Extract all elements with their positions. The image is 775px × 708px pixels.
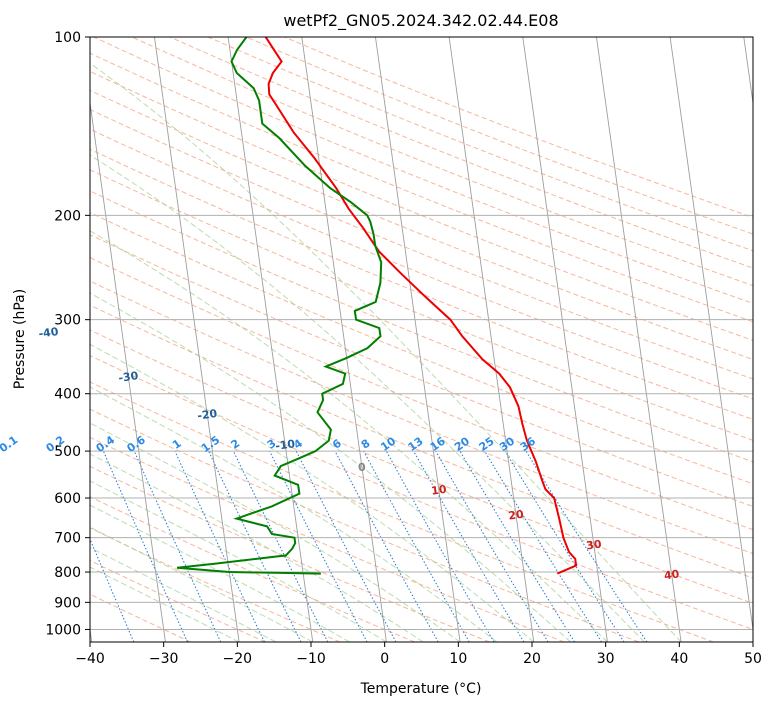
x-tick-label: 50 [744, 651, 762, 667]
dry-adiabat [90, 234, 753, 508]
x-axis-label: Temperature (°C) [360, 681, 482, 697]
y-tick-label: 200 [54, 208, 81, 224]
dry-adiabat [90, 89, 753, 360]
x-tick-label: −40 [75, 651, 105, 667]
moist-adiabat [90, 547, 277, 642]
dry-adiabat [93, 37, 753, 304]
isotherm-label: 30 [585, 537, 602, 552]
dry-adiabat [90, 169, 753, 441]
y-axis-label: Pressure (hPa) [12, 289, 28, 389]
isotherm [153, 37, 240, 642]
background-lines [90, 37, 753, 642]
dry-adiabat [90, 108, 753, 380]
dry-adiabat [90, 381, 714, 642]
y-tick-label: 500 [54, 444, 81, 460]
isotherm [522, 37, 608, 642]
isotherm-label: -20 [197, 407, 219, 423]
moist-adiabat [90, 292, 571, 642]
y-tick-label: 400 [54, 387, 81, 403]
x-tick-label: 0 [380, 651, 389, 667]
isotherm [669, 37, 753, 633]
mixing-ratio-line [484, 450, 603, 642]
isotherm-label: 0 [357, 460, 367, 474]
y-tick-label: 600 [54, 491, 81, 507]
x-tick-label: −10 [296, 651, 326, 667]
y-tick-label: 300 [54, 313, 81, 329]
mixing-ratio-line [232, 450, 329, 642]
dry-adiabat [131, 37, 753, 287]
mixing-ratio-line [133, 450, 222, 642]
chart-title: wetPf2_GN05.2024.342.02.44.E08 [283, 11, 558, 31]
dry-adiabat [90, 128, 753, 400]
series-layer [176, 37, 578, 575]
temperature-line [264, 37, 578, 575]
moist-adiabat [90, 343, 535, 642]
dry-adiabat [90, 436, 565, 642]
isotherm [595, 37, 682, 642]
x-tick-label: 30 [597, 651, 615, 667]
moist-adiabat [90, 566, 240, 642]
isotherm [90, 99, 166, 642]
x-ticks: −40 −30 −20 −10 0 10 20 30 40 50 [75, 642, 762, 667]
mixing-ratio-line [504, 450, 625, 642]
isotherm [227, 37, 314, 642]
x-tick-label: −30 [149, 651, 179, 667]
dry-adiabat [90, 408, 639, 642]
dry-adiabat [90, 329, 753, 604]
x-tick-label: 10 [449, 651, 467, 667]
grid [90, 37, 753, 642]
moist-adiabat [90, 453, 424, 642]
x-tick-label: 40 [670, 651, 688, 667]
moist-adiabat [90, 154, 645, 642]
isotherm-label: -10 [274, 437, 296, 453]
moist-adiabat [90, 230, 608, 642]
y-tick-label: 700 [54, 531, 81, 547]
isotherm-label: 40 [663, 567, 680, 582]
moist-adiabat [90, 504, 350, 642]
dewpoint-line [176, 37, 383, 575]
dry-adiabat [90, 280, 753, 555]
y-tick-label: 800 [54, 565, 81, 581]
isotherm-label: -40 [38, 325, 60, 341]
mixing-ratio-line [459, 450, 576, 642]
x-tick-label: 20 [523, 651, 541, 667]
isotherm-label: -30 [118, 369, 140, 385]
mixing-ratio-line [208, 450, 302, 642]
mixing-ratio-line [269, 450, 368, 642]
y-tick-label: 900 [54, 595, 81, 611]
mixing-ratio-line [334, 450, 439, 642]
dry-adiabat [90, 496, 415, 642]
dry-adiabat [284, 37, 753, 219]
dry-adiabat [90, 355, 753, 630]
dry-adiabat [90, 148, 753, 420]
mixing-ratio-line [295, 450, 397, 642]
y-tick-label: 1000 [45, 622, 81, 638]
isotherm-label: 10 [430, 483, 447, 498]
mixing-ratio-line [174, 450, 265, 642]
isotherm [301, 37, 387, 642]
dry-adiabat [90, 190, 753, 463]
moist-adiabat [90, 422, 461, 642]
y-ticks: 100 200 300 400 500 600 700 800 900 1000 [45, 30, 90, 638]
mixing-ratio-line [385, 450, 495, 642]
isotherm [448, 37, 535, 642]
moist-adiabat [90, 480, 387, 642]
moist-adiabat [90, 62, 682, 642]
mixing-ratio-line [363, 450, 470, 642]
isotherm [374, 37, 461, 642]
y-tick-label: 100 [54, 30, 81, 46]
moist-adiabat [90, 386, 498, 642]
isotherm-label: 20 [508, 508, 525, 523]
x-tick-label: −20 [223, 651, 253, 667]
plot-frame [89, 36, 754, 643]
